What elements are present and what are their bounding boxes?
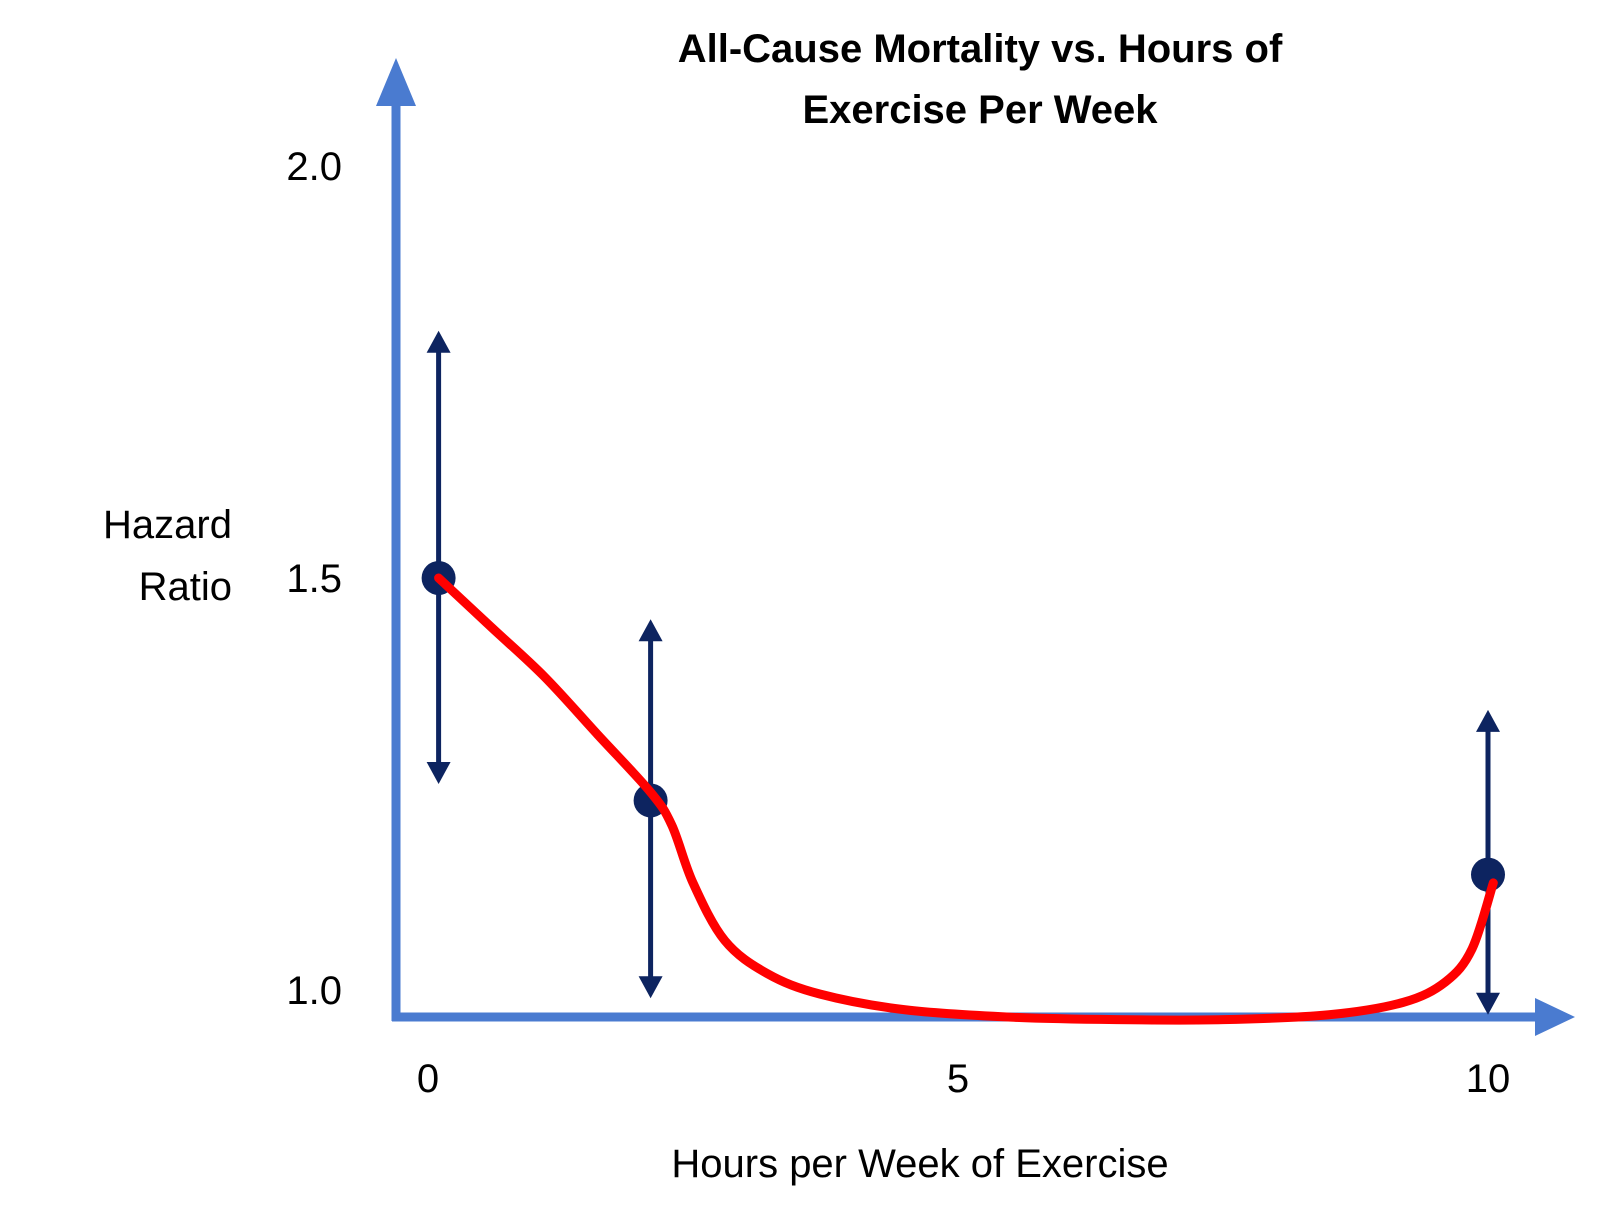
y-tick-label: 1.0 [286, 969, 342, 1013]
error-bar-lower-arrow [426, 762, 451, 784]
chart-title-line-2: Exercise Per Week [802, 88, 1158, 132]
chart-title-line-1: All-Cause Mortality vs. Hours of [678, 27, 1283, 71]
x-axis-label: Hours per Week of Exercise [671, 1142, 1168, 1186]
y-tick-label: 2.0 [286, 145, 342, 189]
error-bar-upper-arrow [426, 330, 451, 353]
x-tick-label: 10 [1466, 1057, 1511, 1101]
x-tick-label: 0 [417, 1057, 439, 1101]
fitted-curve-line [434, 573, 1498, 1025]
error-bar-lower-arrow [638, 976, 663, 999]
chart-marks: 1.0 1.5 2.0 0 5 10 [286, 58, 1575, 1101]
x-axis-arrow [1535, 998, 1575, 1036]
error-bar-lower-arrow [1476, 992, 1500, 1015]
y-axis-arrow [376, 58, 416, 106]
error-bar-upper-arrow [638, 619, 663, 642]
y-axis-label-line-2: Ratio [139, 565, 232, 609]
y-axis-label-line-1: Hazard [103, 503, 232, 547]
x-tick-label: 5 [947, 1057, 969, 1101]
error-bar-upper-arrow [1476, 709, 1500, 732]
y-tick-label: 1.5 [286, 557, 342, 601]
